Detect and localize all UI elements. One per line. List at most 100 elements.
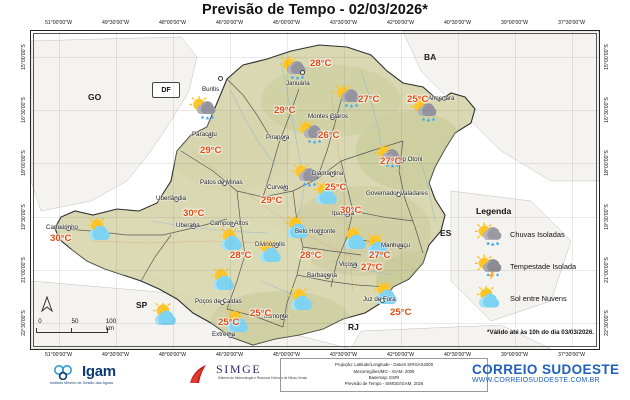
graticule-line-vertical: [173, 30, 174, 350]
simge-mark-icon: [184, 363, 212, 385]
graticule-line-horizontal: [30, 110, 600, 111]
sun-behind-cloud-icon: [474, 286, 506, 312]
city-label: Carneirinho: [46, 224, 78, 231]
city-label: Patos de Minas: [200, 179, 243, 186]
credit-line: Previsão de Tempo - SIMGE/IGAM, 2026: [345, 381, 424, 387]
city-label: Viçosa: [339, 261, 357, 268]
latitude-tick-label: 19°30'00"S: [604, 204, 610, 230]
city-label: Almenara: [428, 95, 454, 102]
longitude-tick-label: 48°00'00"W: [159, 20, 186, 26]
legend-title: Legenda: [476, 206, 511, 216]
temperature-label: 29°C: [261, 195, 282, 206]
temperature-label: 28°C: [310, 58, 331, 69]
graticule-line-vertical: [116, 30, 117, 350]
city-label: Montes Claros: [308, 113, 348, 120]
latitude-tick-label: 15°00'00"S: [21, 44, 27, 70]
city-label: Manhuaçu: [381, 242, 410, 249]
longitude-tick-label: 39°00'00"W: [501, 20, 528, 26]
sun-behind-cloud-icon: [150, 303, 184, 329]
latitude-tick-label: 21°00'00"S: [21, 257, 27, 283]
rain-cloud-icon: [278, 56, 312, 82]
latitude-tick-label: 16°30'00"S: [21, 97, 27, 123]
longitude-tick-label: 40°30'00"W: [444, 20, 471, 26]
validity-note: *Válido até às 10h do dia 03/03/2026.: [487, 329, 594, 336]
sun-behind-cloud-icon: [286, 288, 320, 314]
simge-logo: SIMGE Sistema de Meteorologia e Recursos…: [182, 362, 292, 390]
legend-label: Chuvas Isoladas: [510, 230, 565, 239]
city-label: Paracatu: [192, 131, 217, 138]
latitude-tick-label: 21°00'00"S: [604, 257, 610, 283]
temperature-label: 25°C: [407, 94, 428, 105]
city-label: Governador Valadares: [366, 190, 428, 197]
temperature-label: 29°C: [200, 145, 221, 156]
temperature-label: 26°C: [318, 130, 339, 141]
credits-box: Projeção: Latitude/Longitude - Datum SIR…: [280, 358, 488, 392]
legend-label: Sol entre Nuvens: [510, 294, 567, 303]
temperature-label: 27°C: [369, 250, 390, 261]
longitude-tick-label: 42°00'00"W: [387, 20, 414, 26]
latitude-tick-label: 18°00'00"S: [604, 150, 610, 176]
rain-cloud-icon: [188, 96, 222, 122]
graticule-line-horizontal: [30, 217, 600, 218]
city-label: Poços de Caldas: [195, 298, 242, 305]
city-label: Uberaba: [176, 222, 200, 229]
sun-behind-cloud-icon: [84, 218, 118, 244]
graticule-line-vertical: [344, 30, 345, 350]
temperature-label: 28°C: [300, 250, 321, 261]
city-label: Juz de Fora: [363, 296, 396, 303]
temperature-label: 27°C: [380, 156, 401, 167]
graticule-line-horizontal: [30, 270, 600, 271]
state-label-go: GO: [88, 92, 101, 102]
scale-bar: 050100 km: [36, 318, 108, 333]
temperature-label: 30°C: [50, 233, 71, 244]
city-label: Belo Horizonte: [295, 228, 336, 235]
state-label-df: DF: [152, 82, 180, 98]
city-marker: [218, 76, 223, 81]
page-title: Previsão de Tempo - 02/03/2026*: [0, 2, 630, 18]
simge-wordmark: SIMGE: [216, 362, 261, 377]
graticule-line-horizontal: [30, 323, 600, 324]
igam-mark-icon: [52, 364, 78, 380]
latitude-tick-label: 22°30'00"S: [21, 310, 27, 336]
city-label: Curvelo: [267, 184, 288, 191]
city-label: Buritis: [202, 86, 219, 93]
graticule-line-vertical: [230, 30, 231, 350]
legend-item-chuvas-isoladas: Chuvas Isoladas: [472, 222, 594, 252]
temperature-label: 27°C: [361, 262, 382, 273]
igam-logo: Igam Instituto Mineiro de Gestão das Águ…: [48, 362, 168, 390]
igam-wordmark: Igam: [82, 363, 116, 380]
latitude-tick-label: 19°30'00"S: [21, 204, 27, 230]
latitude-tick-label: 16°30'00"S: [604, 97, 610, 123]
city-marker: [300, 70, 305, 75]
latitude-tick-label: 15°00'00"S: [604, 44, 610, 70]
graticule-line-vertical: [515, 30, 516, 350]
sun-behind-cloud-icon: [208, 268, 242, 294]
state-label-sp: SP: [136, 300, 147, 310]
longitude-tick-label: 43°30'00"W: [330, 20, 357, 26]
graticule-line-vertical: [59, 30, 60, 350]
longitude-tick-label: 46°30'00"W: [216, 20, 243, 26]
state-label-es: ES: [440, 228, 451, 238]
igam-tagline: Instituto Mineiro de Gestão das Águas: [50, 381, 113, 385]
north-arrow-icon: [40, 296, 54, 312]
temperature-label: 27°C: [358, 94, 379, 105]
legend: Legenda: [472, 206, 594, 326]
longitude-tick-label: 51°00'00"W: [45, 20, 72, 26]
city-label: Barbacena: [307, 272, 337, 279]
temperature-label: 25°C: [250, 308, 271, 319]
longitude-tick-label: 37°30'00"W: [558, 20, 585, 26]
graticule-line-vertical: [458, 30, 459, 350]
longitude-tick-label: 45°00'00"W: [273, 20, 300, 26]
brand-watermark: CORREIO SUDOESTE WWW.CORREIOSUDOESTE.COM…: [472, 362, 630, 384]
brand-url: WWW.CORREIOSUDOESTE.COM.BR: [472, 377, 630, 384]
temperature-label: 28°C: [230, 250, 251, 261]
city-label: Divinópolis: [255, 241, 285, 248]
storm-cloud-icon: [474, 254, 506, 280]
graticule-line-horizontal: [30, 57, 600, 58]
graticule-line-vertical: [287, 30, 288, 350]
graticule-line-horizontal: [30, 163, 600, 164]
latitude-tick-label: 18°00'00"S: [21, 150, 27, 176]
rain-cloud-icon: [474, 222, 506, 248]
latitude-tick-label: 22°30'00"S: [604, 310, 610, 336]
graticule-line-vertical: [572, 30, 573, 350]
